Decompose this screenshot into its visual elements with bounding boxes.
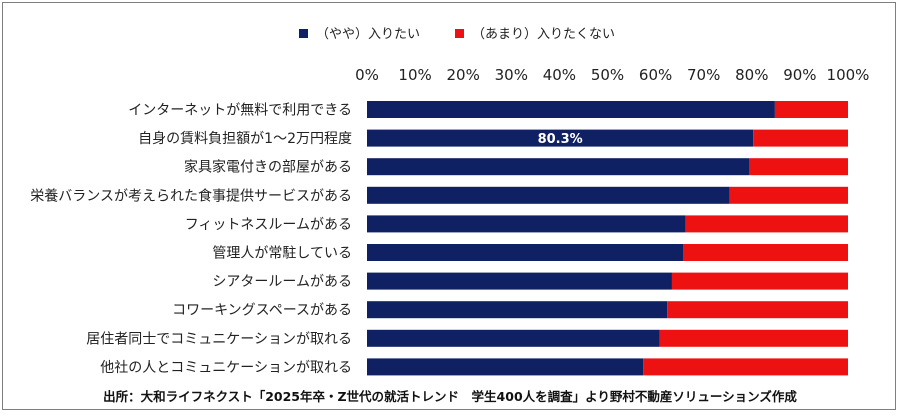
legend-swatch-0 [299, 29, 308, 38]
category-labels: インターネットが無料で利用できる自身の賃料負担額が1～2万円程度家具家電付きの部… [30, 103, 352, 376]
x-tick-label: 10% [398, 66, 431, 84]
bar-segment-want [367, 101, 775, 118]
bar-segment-not-want [774, 101, 848, 118]
x-tick-label: 40% [543, 66, 576, 84]
bar-segment-not-want [749, 158, 848, 176]
x-tick-label: 80% [735, 66, 768, 84]
category-label: 栄養バランスが考えられた食事提供サービスがある [30, 187, 352, 204]
x-tick-label: 90% [783, 66, 816, 84]
data-label: 80.3% [538, 132, 583, 147]
bar-segment-want [367, 186, 730, 204]
legend-swatch-1 [455, 29, 464, 38]
bar-segment-not-want [659, 329, 848, 347]
bar-segment-want [367, 158, 750, 176]
x-tick-label: 0% [355, 66, 379, 84]
bar-segment-not-want [671, 272, 848, 290]
bar-segment-not-want [667, 301, 848, 319]
x-tick-label: 20% [447, 66, 480, 84]
bar-segment-want [367, 129, 754, 147]
data-labels: 80.3% [538, 132, 583, 147]
category-label: フィットネスルームがある [185, 217, 352, 233]
category-label: 居住者同士でコミュニケーションが取れる [86, 331, 352, 347]
category-label: 自身の賃料負担額が1～2万円程度 [138, 131, 352, 147]
bar-segment-not-want [685, 215, 848, 233]
category-label: 家具家電付きの部屋がある [184, 159, 352, 176]
category-label: 他社の人とコミュニケーションが取れる [100, 360, 352, 376]
bar-segment-not-want [643, 358, 848, 376]
x-tick-label: 60% [639, 66, 672, 84]
stacked-bar-chart: （やや）入りたい （あまり）入りたくない 0% 10% 20% 30% 40% 50% 60%… [30, 27, 869, 376]
legend: （やや）入りたい （あまり）入りたくない [299, 27, 615, 42]
bar-segment-want [367, 272, 672, 290]
x-tick-label: 70% [687, 66, 720, 84]
source-note: 出所：大和ライフネクスト「2025年卒・Z世代の就活トレンド 学生400人を調査… [103, 389, 797, 404]
x-axis-ticks: 0% 10% 20% 30% 40% 50% 60% 70% 80% 90% 100% [355, 66, 869, 84]
category-label: インターネットが無料で利用できる [128, 103, 352, 119]
x-tick-label: 100% [827, 66, 870, 84]
bar-segment-not-want [753, 129, 848, 147]
bar-segment-not-want [729, 186, 848, 204]
category-label: 管理人が常駐している [212, 246, 352, 262]
bar-segment-not-want [683, 244, 848, 261]
bar-segment-want [367, 301, 668, 319]
x-tick-label: 30% [495, 66, 528, 84]
legend-label-0: （やや）入りたい [316, 27, 420, 42]
legend-label-1: （あまり）入りたくない [472, 27, 615, 42]
bar-segment-want [367, 358, 644, 376]
category-label: シアタールームがある [212, 274, 352, 290]
bar-segment-want [367, 329, 660, 347]
chart-frame: （やや）入りたい （あまり）入りたくない 0% 10% 20% 30% 40% 50% 60%… [2, 2, 896, 410]
bar-segment-want [367, 244, 684, 261]
x-tick-label: 50% [591, 66, 624, 84]
bars [367, 101, 848, 376]
category-label: コワーキングスペースがある [172, 303, 352, 319]
bar-segment-want [367, 215, 686, 233]
